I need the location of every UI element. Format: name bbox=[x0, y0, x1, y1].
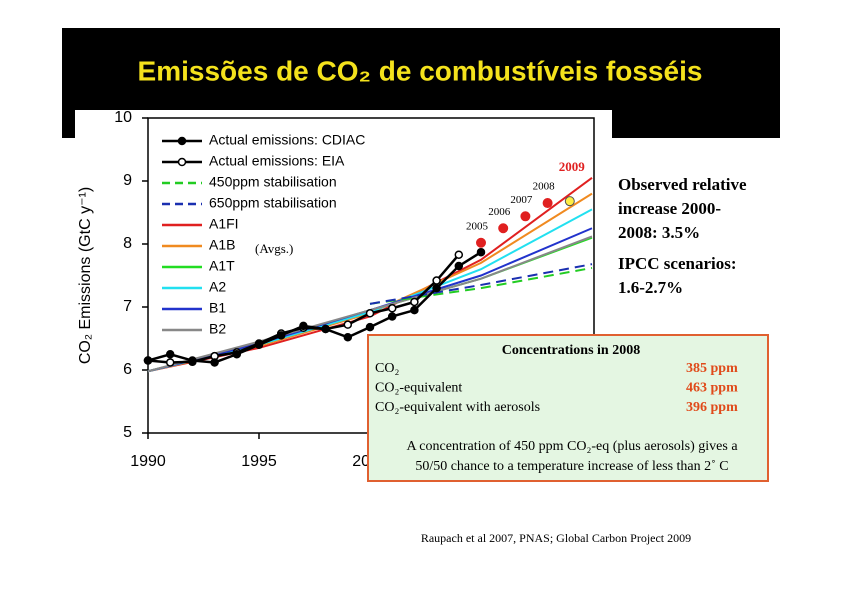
legend-label: Actual emissions: CDIAC bbox=[209, 132, 365, 148]
x-tick-label: 1995 bbox=[241, 453, 277, 470]
side-text: Observed relative increase 2000- 2008: 3.5… bbox=[618, 175, 747, 297]
box-content: Concentrations in 2008 CO₂ 385 ppm CO₂-equi… bbox=[375, 343, 738, 474]
marker bbox=[365, 309, 375, 318]
box-row-value: 396 ppm bbox=[686, 400, 738, 415]
marker bbox=[454, 261, 464, 271]
marker bbox=[387, 312, 397, 321]
slide-title: Emissões de CO₂ de combustíveis fosséis bbox=[138, 55, 703, 86]
info-box bbox=[367, 334, 769, 482]
y-tick-label: 7 bbox=[123, 298, 132, 315]
legend-marker bbox=[177, 157, 187, 167]
marker bbox=[476, 247, 486, 257]
marker bbox=[432, 283, 441, 293]
marker bbox=[343, 320, 353, 329]
marker bbox=[165, 358, 175, 367]
box-row-value: 385 ppm bbox=[686, 361, 738, 376]
marker bbox=[165, 350, 175, 359]
marker bbox=[432, 276, 441, 285]
series-line bbox=[369, 266, 593, 305]
plot: 567891019901995200020052010CO₂ Emissions… bbox=[77, 109, 610, 470]
box-row-value: 463 ppm bbox=[686, 381, 738, 396]
legend-label: A1T bbox=[209, 258, 235, 274]
point-label: 2008 bbox=[533, 181, 556, 193]
point-label: 2007 bbox=[510, 194, 533, 206]
box-title: Concentrations in 2008 bbox=[502, 343, 640, 358]
legend-label: A1B bbox=[209, 237, 235, 253]
point-label: 2009 bbox=[559, 159, 586, 174]
citation: Raupach et al 2007, PNAS; Global Carbon … bbox=[421, 531, 691, 545]
side-line: increase 2000- bbox=[618, 199, 721, 218]
box-row-label: CO₂ bbox=[375, 361, 399, 376]
series-line bbox=[147, 251, 482, 364]
marker bbox=[343, 332, 353, 342]
recent-point bbox=[498, 223, 509, 234]
marker bbox=[232, 350, 242, 359]
marker bbox=[276, 331, 286, 340]
legend-label: B1 bbox=[209, 300, 226, 316]
y-tick-label: 5 bbox=[123, 424, 132, 441]
recent-point bbox=[520, 211, 531, 222]
y-tick-label: 6 bbox=[123, 361, 132, 378]
point-label: 2006 bbox=[488, 206, 511, 218]
recent-point bbox=[476, 237, 486, 248]
x-tick-label: 1990 bbox=[130, 453, 166, 470]
legend-marker bbox=[177, 136, 187, 146]
point-label: 2005 bbox=[466, 220, 489, 232]
marker bbox=[365, 322, 375, 332]
side-line: Observed relative bbox=[618, 175, 747, 194]
legend-label: 650ppm stabilisation bbox=[209, 195, 337, 211]
y-tick-label: 9 bbox=[123, 172, 132, 189]
box-note: 50/50 chance to a temperature increase o… bbox=[415, 459, 728, 474]
marker bbox=[210, 358, 219, 367]
legend-label: Actual emissions: EIA bbox=[209, 153, 345, 169]
marker bbox=[299, 321, 308, 331]
marker bbox=[188, 356, 197, 365]
recent-point bbox=[542, 198, 553, 209]
recent-point bbox=[564, 196, 575, 207]
marker bbox=[143, 356, 153, 365]
box-row-label: CO₂-equivalent bbox=[375, 381, 462, 396]
legend-label: A1FI bbox=[209, 216, 239, 232]
series-line bbox=[369, 263, 593, 305]
marker bbox=[410, 305, 419, 315]
marker bbox=[254, 340, 264, 350]
side-line: 1.6-2.7% bbox=[618, 278, 683, 297]
legend-note: (Avgs.) bbox=[255, 241, 293, 256]
y-tick-label: 8 bbox=[123, 235, 132, 252]
marker bbox=[454, 250, 464, 259]
legend-label: B2 bbox=[209, 321, 226, 337]
box-row-label: CO₂-equivalent with aerosols bbox=[375, 400, 540, 415]
marker bbox=[387, 304, 397, 313]
side-line: IPCC scenarios: bbox=[618, 254, 737, 273]
legend-label: A2 bbox=[209, 279, 226, 295]
legend-label: 450ppm stabilisation bbox=[209, 174, 337, 190]
y-tick-label: 10 bbox=[114, 109, 132, 126]
side-line: 2008: 3.5% bbox=[618, 223, 700, 242]
marker bbox=[321, 324, 330, 334]
box-note: A concentration of 450 ppm CO₂-eq (plus … bbox=[406, 439, 738, 454]
y-axis-label: CO₂ Emissions (GtC y⁻¹) bbox=[77, 187, 94, 364]
marker bbox=[410, 297, 419, 307]
